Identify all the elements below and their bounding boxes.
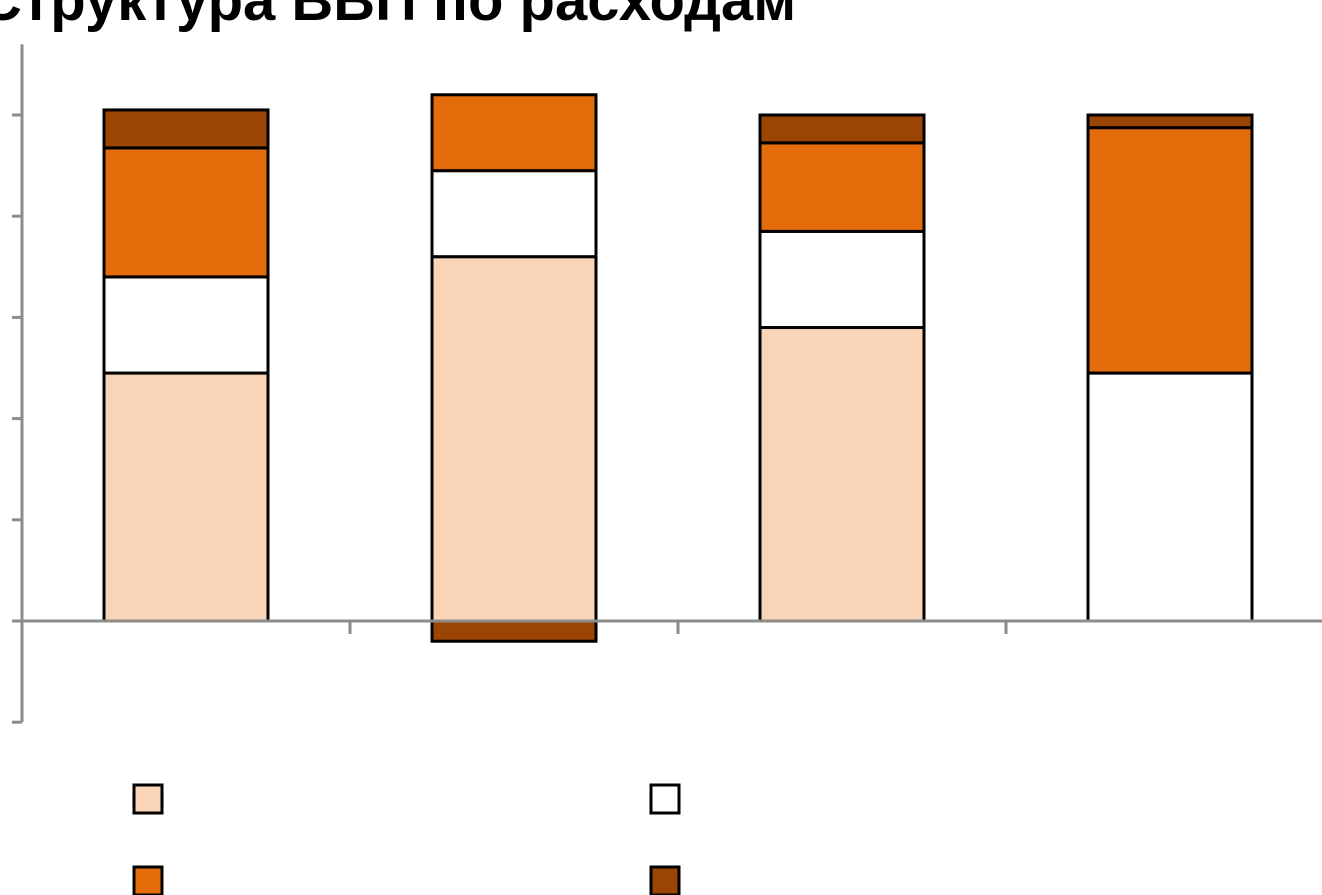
chart-title: Структура ВВП по расходам	[0, 0, 796, 33]
bar-segment-s1-c3	[758, 326, 926, 623]
legend-swatch-1	[132, 783, 164, 815]
bar-segment-s2-c1	[102, 275, 270, 375]
legend-swatch-3	[132, 865, 164, 895]
bar-segment-s3-c1	[102, 146, 270, 279]
bar-segment-s4-c2	[430, 619, 598, 643]
axes	[12, 44, 1322, 724]
bar-segment-s4-c3	[758, 113, 926, 145]
legend-swatch-2	[649, 783, 681, 815]
legend-swatch-4	[649, 865, 681, 895]
legend	[132, 783, 681, 895]
bar-segment-s3-c4	[1086, 126, 1254, 375]
bar-segment-s4-c1	[102, 108, 270, 150]
bar-segment-s4-c4	[1086, 113, 1254, 130]
bar-segment-s3-c3	[758, 141, 926, 233]
bar-segment-s2-c4	[1086, 371, 1254, 623]
bar-segment-s3-c2	[430, 93, 598, 173]
bar-segment-s2-c2	[430, 169, 598, 259]
bar-segment-s1-c2	[430, 255, 598, 623]
bar-segment-s2-c3	[758, 229, 926, 330]
plot-area	[102, 93, 1254, 643]
bar-segment-s1-c1	[102, 371, 270, 623]
